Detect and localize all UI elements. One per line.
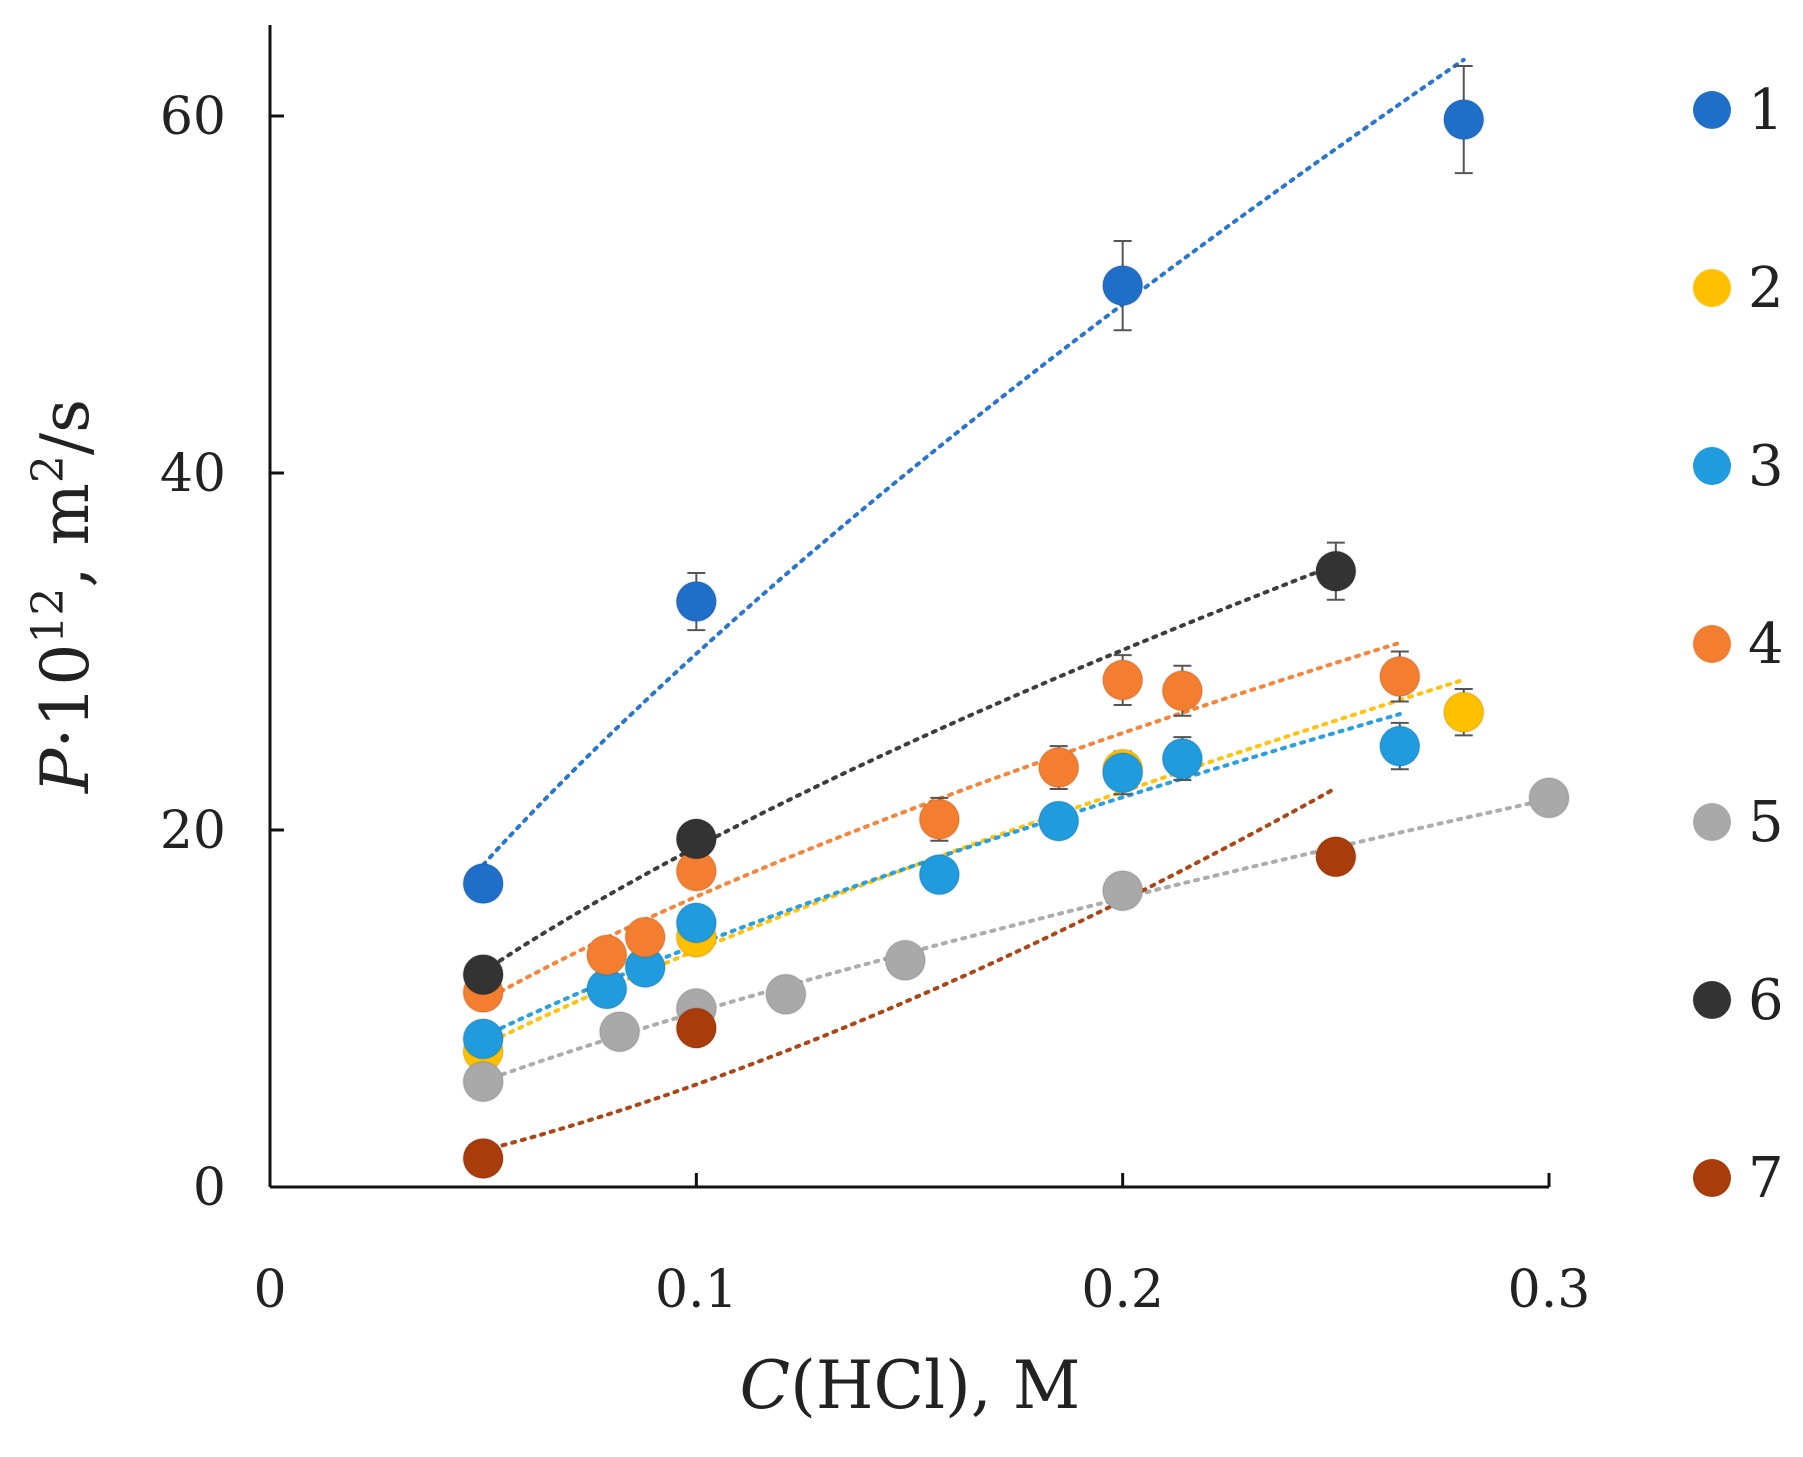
data-point-series-4 — [1161, 669, 1204, 712]
x-axis-title: C(HCl), M — [740, 1347, 1081, 1424]
y-tick-label: 20 — [160, 801, 226, 861]
legend: 1 2 3 4 5 6 7 — [1693, 78, 1784, 1211]
legend-item-3: 3 — [1693, 434, 1784, 499]
legend-marker — [1693, 447, 1731, 485]
data-point-series-1 — [675, 580, 718, 623]
data-point-series-4 — [1037, 746, 1080, 789]
trendline-series-6 — [481, 562, 1338, 974]
legend-marker — [1693, 91, 1731, 129]
data-point-series-4 — [585, 933, 628, 976]
legend-label: 2 — [1748, 256, 1784, 321]
x-axis-ticks: 0 0.1 0.2 0.3 — [253, 1173, 1590, 1320]
legend-marker — [1693, 625, 1731, 663]
legend-label: 3 — [1748, 434, 1784, 499]
legend-item-5: 5 — [1693, 790, 1784, 855]
y-tick-label: 0 — [193, 1158, 226, 1218]
data-point-series-5 — [1528, 776, 1570, 819]
data-point-series-3 — [1037, 800, 1080, 843]
x-tick-label: 0.3 — [1508, 1260, 1591, 1320]
data-point-series-3 — [462, 1017, 505, 1060]
x-tick-label: 0 — [253, 1260, 286, 1320]
trendline-series-7 — [481, 786, 1338, 1153]
legend-marker — [1693, 1159, 1731, 1197]
data-point-series-5 — [764, 973, 807, 1016]
legend-marker — [1693, 803, 1731, 841]
data-point-series-4 — [624, 916, 667, 959]
data-point-series-3 — [1161, 737, 1204, 780]
legend-label: 7 — [1748, 1146, 1784, 1211]
data-point-series-1 — [462, 862, 505, 905]
data-point-series-3 — [1378, 725, 1421, 768]
data-points — [462, 98, 1570, 1180]
data-point-series-3 — [918, 853, 961, 896]
legend-marker — [1693, 269, 1731, 307]
data-point-series-5 — [884, 939, 927, 982]
data-point-series-5 — [462, 1060, 505, 1103]
y-axis-ticks: 0 20 40 60 — [160, 87, 284, 1218]
data-point-series-1 — [1442, 98, 1485, 141]
legend-label: 5 — [1748, 790, 1784, 855]
x-tick-label: 0.2 — [1081, 1260, 1164, 1320]
legend-marker — [1693, 981, 1731, 1019]
data-point-series-6 — [675, 817, 718, 860]
data-point-series-6 — [462, 953, 505, 996]
legend-item-4: 4 — [1693, 612, 1784, 677]
trendline-series-5 — [481, 797, 1551, 1084]
data-point-series-3 — [1101, 751, 1144, 794]
legend-item-1: 1 — [1693, 78, 1784, 143]
data-point-series-4 — [1101, 659, 1144, 702]
data-point-series-7 — [675, 1007, 718, 1050]
data-point-series-6 — [1314, 550, 1357, 593]
data-point-series-7 — [462, 1137, 505, 1180]
data-point-series-5 — [1101, 869, 1144, 912]
legend-label: 4 — [1748, 612, 1784, 677]
x-tick-label: 0.1 — [655, 1260, 738, 1320]
data-point-series-5 — [598, 1010, 641, 1053]
data-point-series-4 — [1378, 655, 1421, 698]
trendline-series-1 — [481, 57, 1466, 867]
legend-item-6: 6 — [1693, 968, 1784, 1033]
legend-label: 1 — [1748, 78, 1784, 143]
data-point-series-1 — [1101, 264, 1144, 307]
legend-item-7: 7 — [1693, 1146, 1784, 1211]
y-axis-title: P·1012, m2/s — [23, 399, 105, 794]
error-bars — [687, 65, 1558, 842]
y-tick-label: 60 — [160, 87, 226, 147]
data-point-series-7 — [1314, 835, 1357, 878]
y-tick-label: 40 — [160, 444, 226, 504]
data-point-series-2 — [1442, 691, 1485, 734]
data-point-series-4 — [918, 798, 961, 841]
legend-item-2: 2 — [1693, 256, 1784, 321]
legend-label: 6 — [1748, 968, 1784, 1033]
data-point-series-3 — [675, 901, 718, 944]
